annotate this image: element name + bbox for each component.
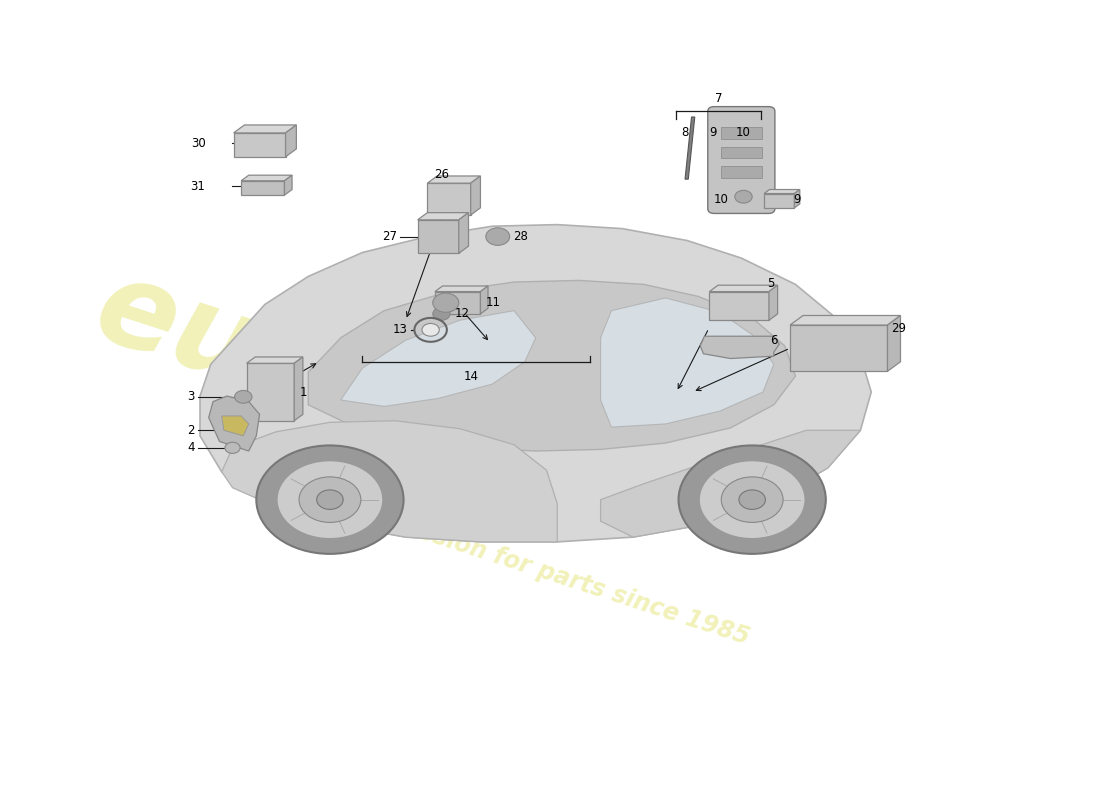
Polygon shape (601, 298, 773, 427)
Text: 5: 5 (767, 277, 774, 290)
Polygon shape (308, 281, 795, 451)
Text: 4: 4 (187, 442, 195, 454)
Polygon shape (418, 213, 469, 220)
Polygon shape (209, 396, 260, 451)
FancyBboxPatch shape (707, 106, 774, 214)
Polygon shape (246, 357, 302, 363)
Polygon shape (764, 190, 800, 194)
Text: 29: 29 (891, 322, 905, 334)
Text: 31: 31 (190, 180, 206, 193)
Polygon shape (294, 357, 302, 421)
Polygon shape (434, 286, 488, 291)
Text: 30: 30 (190, 137, 206, 150)
Circle shape (234, 390, 252, 403)
Circle shape (432, 293, 459, 312)
Polygon shape (769, 286, 778, 320)
Polygon shape (418, 220, 459, 254)
Polygon shape (246, 363, 294, 421)
Text: 1: 1 (299, 386, 307, 398)
Bar (720, 127, 762, 138)
Text: 12: 12 (454, 307, 470, 321)
Text: eurosites: eurosites (81, 250, 707, 550)
Text: 8: 8 (681, 126, 689, 138)
Circle shape (735, 190, 752, 203)
Circle shape (299, 477, 361, 522)
Polygon shape (710, 286, 778, 291)
Polygon shape (233, 133, 286, 157)
Polygon shape (222, 416, 249, 436)
Text: a passion for parts since 1985: a passion for parts since 1985 (362, 502, 752, 649)
Text: 10: 10 (714, 193, 728, 206)
Circle shape (679, 446, 826, 554)
Polygon shape (888, 315, 901, 371)
Polygon shape (428, 183, 471, 215)
Text: 9: 9 (793, 193, 801, 206)
Text: 7: 7 (715, 92, 723, 105)
Polygon shape (764, 194, 794, 208)
Polygon shape (285, 175, 292, 195)
Text: 3: 3 (187, 390, 195, 403)
Circle shape (700, 461, 805, 538)
Polygon shape (481, 286, 488, 314)
Circle shape (277, 461, 383, 538)
Polygon shape (790, 315, 901, 325)
Circle shape (739, 490, 766, 510)
Text: 9: 9 (710, 126, 717, 138)
Polygon shape (341, 310, 536, 406)
Polygon shape (428, 176, 481, 183)
Polygon shape (685, 117, 695, 179)
Circle shape (422, 323, 439, 336)
Text: 11: 11 (486, 296, 500, 310)
Polygon shape (241, 181, 285, 195)
Text: 27: 27 (382, 230, 397, 243)
Text: 26: 26 (433, 168, 449, 181)
Polygon shape (222, 421, 558, 542)
Polygon shape (434, 291, 481, 314)
Polygon shape (790, 325, 888, 371)
Polygon shape (241, 175, 292, 181)
Circle shape (256, 446, 404, 554)
Text: 10: 10 (736, 126, 751, 138)
Bar (720, 147, 762, 158)
Text: 28: 28 (513, 230, 528, 243)
Circle shape (722, 477, 783, 522)
Polygon shape (471, 176, 481, 215)
Polygon shape (710, 291, 769, 320)
Polygon shape (701, 336, 779, 358)
Polygon shape (233, 125, 296, 133)
Polygon shape (601, 430, 860, 537)
Circle shape (224, 442, 240, 454)
Bar (720, 166, 762, 178)
Polygon shape (200, 225, 871, 542)
Polygon shape (794, 190, 800, 208)
Text: 14: 14 (463, 370, 478, 382)
Polygon shape (286, 125, 296, 157)
Circle shape (317, 490, 343, 510)
Polygon shape (459, 213, 469, 254)
Text: 6: 6 (770, 334, 778, 347)
Text: 2: 2 (187, 424, 195, 437)
Circle shape (432, 307, 450, 320)
Text: 13: 13 (393, 323, 408, 336)
Circle shape (486, 228, 509, 246)
